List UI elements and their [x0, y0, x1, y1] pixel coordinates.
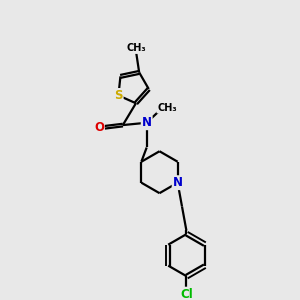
- Text: N: N: [172, 176, 183, 189]
- Text: Cl: Cl: [180, 288, 193, 300]
- Text: O: O: [94, 122, 104, 134]
- Text: CH₃: CH₃: [126, 43, 146, 53]
- Text: S: S: [114, 89, 123, 102]
- Text: CH₃: CH₃: [157, 103, 177, 112]
- Text: N: N: [142, 116, 152, 129]
